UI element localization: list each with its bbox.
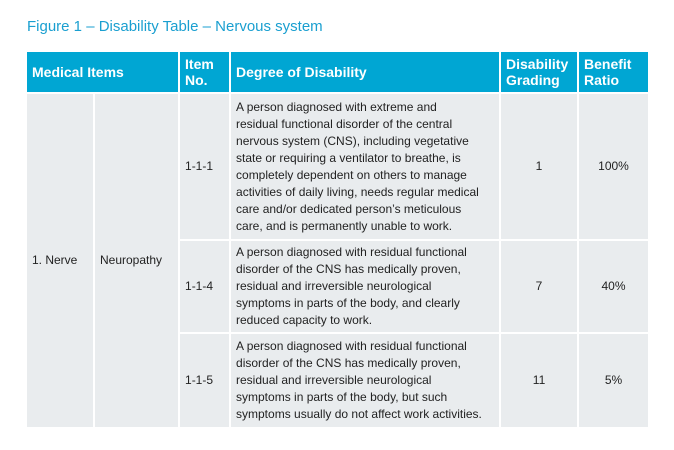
table-row: 1-1-5 A person diagnosed with residual f… [27, 332, 649, 429]
header-row: Medical Items Item No. Degree of Disabil… [27, 52, 649, 94]
grading-cell: 11 [499, 332, 580, 429]
header-ratio: Benefit Ratio [577, 52, 649, 94]
header-item-no: Item No. [178, 52, 232, 94]
ratio-cell: 100% [577, 92, 649, 241]
header-grading: Disability Grading [499, 52, 580, 94]
header-degree: Degree of Disability [229, 52, 502, 94]
degree-cell: A person diagnosed with residual functio… [229, 239, 502, 334]
table-row: 1. Nerve Neuropathy 1-1-1 A person diagn… [27, 92, 649, 429]
table-row: 1-1-4 A person diagnosed with residual f… [27, 239, 649, 334]
category-cell: 1. Nerve [27, 92, 95, 429]
item-no-cell: 1-1-4 [179, 239, 232, 334]
grading-cell: 7 [499, 239, 580, 334]
subcategory-cell: Neuropathy [92, 92, 181, 429]
header-medical-items: Medical Items [27, 52, 181, 94]
ratio-cell: 40% [577, 239, 649, 334]
degree-cell: A person diagnosed with residual functio… [229, 332, 502, 429]
grading-cell: 1 [499, 92, 580, 241]
figure-title: Figure 1 – Disability Table – Nervous sy… [27, 18, 323, 35]
disability-table: Medical Items Item No. Degree of Disabil… [27, 52, 649, 429]
ratio-cell: 5% [577, 332, 649, 429]
item-no-cell: 1-1-5 [179, 332, 232, 429]
item-no-cell: 1-1-1 [178, 92, 232, 241]
degree-cell: A person diagnosed with extreme and resi… [229, 92, 502, 241]
